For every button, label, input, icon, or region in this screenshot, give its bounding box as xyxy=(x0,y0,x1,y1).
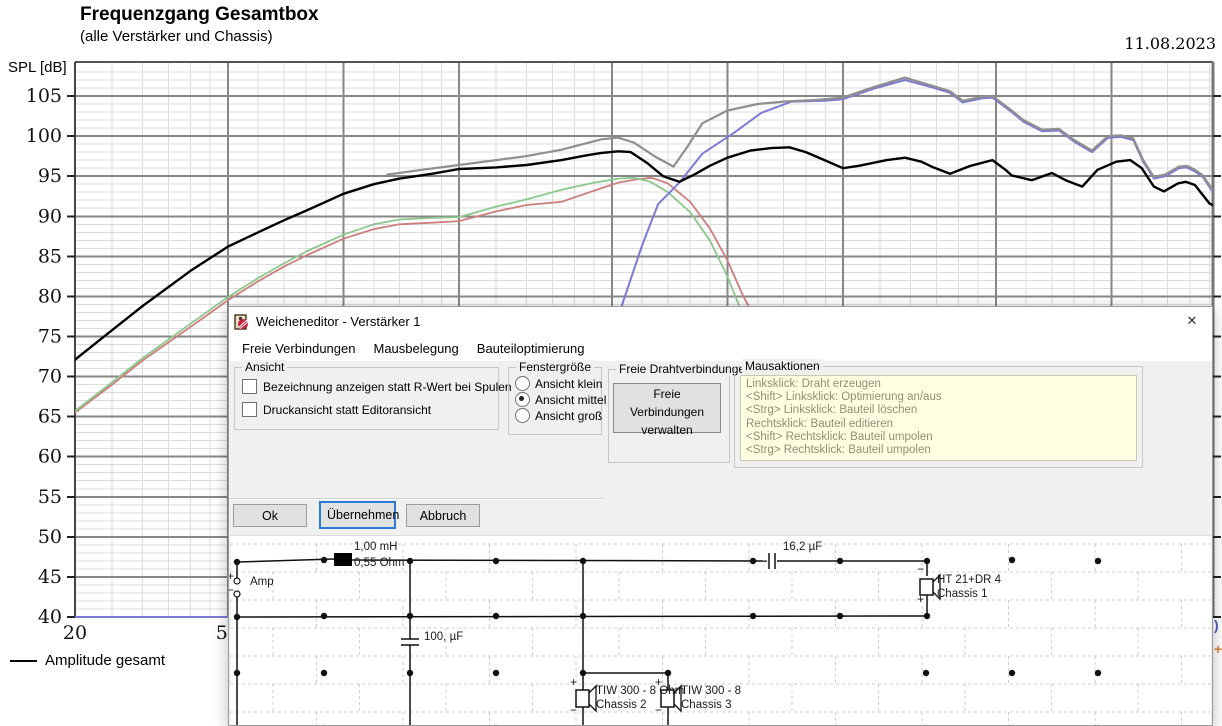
close-icon[interactable]: ✕ xyxy=(1186,313,1198,328)
amp-plus-sign: + xyxy=(229,569,234,583)
radio-circle[interactable] xyxy=(515,392,530,407)
crossover-editor-canvas[interactable]: + − Amp 1,00 mH 0,55 Ohm 100, µF 16,2 µF… xyxy=(229,535,1211,725)
abbruch-button[interactable]: Abbruch xyxy=(406,504,480,527)
tweeter-chassis-label: Chassis 1 xyxy=(937,588,988,600)
mausaktionen-list: Linksklick: Draht erzeugen <Shift> Links… xyxy=(740,375,1137,461)
woofer2-name-label: TIW 300 - 8 xyxy=(681,685,742,697)
amp-label: Amp xyxy=(250,576,274,588)
svg-text:45: 45 xyxy=(38,566,62,588)
chart-subtitle: (alle Verstärker und Chassis) xyxy=(80,28,273,45)
svg-text:65: 65 xyxy=(38,406,62,428)
svg-text:55: 55 xyxy=(38,486,62,508)
series-capacitor-label: 16,2 µF xyxy=(783,541,823,553)
dialog-titlebar[interactable]: Weicheneditor - Verstärker 1 ✕ xyxy=(229,307,1212,336)
woofer2-chassis-label: Chassis 3 xyxy=(681,699,732,711)
radio-circle[interactable] xyxy=(515,376,530,391)
menu-bauteiloptimierung[interactable]: Bauteiloptimierung xyxy=(476,341,585,356)
legend-line-swatch xyxy=(10,659,37,662)
svg-text:95: 95 xyxy=(38,165,62,187)
chart-date: 11.08.2023 xyxy=(1124,34,1216,53)
svg-text:85: 85 xyxy=(38,245,62,267)
group-freie-drahtverbindungen: Freie Drahtverbindunge Freie Verbindunge… xyxy=(608,362,749,463)
mausaktion-line: <Shift> Rechtsklick: Bauteil umpolen xyxy=(746,430,933,443)
tweeter-minus-sign: − xyxy=(917,562,925,576)
dialog-title: Weicheneditor - Verstärker 1 xyxy=(256,314,421,329)
woofer1-plus-sign: + xyxy=(570,675,578,689)
radio-ansicht-mittel[interactable]: Ansicht mittel xyxy=(515,392,606,407)
checkbox-box[interactable] xyxy=(242,379,257,394)
svg-text:60: 60 xyxy=(38,446,62,468)
group-ansicht-label: Ansicht xyxy=(242,360,288,374)
separator xyxy=(229,498,603,500)
group-freie-label: Freie Drahtverbindunge xyxy=(616,362,749,376)
curve-Amplitude gesamt xyxy=(75,146,1213,361)
group-mausaktionen-label: Mausaktionen xyxy=(742,359,823,373)
woofer1-minus-sign: − xyxy=(570,703,578,717)
mausaktion-line: <Shift> Linksklick: Optimierung an/aus xyxy=(746,391,942,404)
amp-minus-sign: − xyxy=(229,583,234,597)
curve-green xyxy=(75,176,742,412)
radio-ansicht-gross[interactable]: Ansicht groß xyxy=(515,408,602,423)
svg-text:40: 40 xyxy=(38,606,62,628)
checkbox-druckansicht[interactable]: Druckansicht statt Editoransicht xyxy=(242,402,431,417)
clipped-right-text: + xyxy=(1214,641,1222,657)
svg-text:105: 105 xyxy=(26,85,62,107)
svg-text:75: 75 xyxy=(38,325,62,347)
freie-verbindungen-verwalten-button[interactable]: Freie Verbindungen verwalten xyxy=(613,383,721,437)
radio-circle[interactable] xyxy=(515,408,530,423)
y-axis-label: SPL [dB] xyxy=(8,59,67,76)
dialog-body: Ansicht Bezeichnung anzeigen statt R-Wer… xyxy=(229,359,1212,725)
checkbox-label: Druckansicht statt Editoransicht xyxy=(263,402,432,417)
menu-freie-verbindungen[interactable]: Freie Verbindungen xyxy=(242,341,356,356)
svg-text:90: 90 xyxy=(38,205,62,227)
mausaktion-line: Linksklick: Draht erzeugen xyxy=(746,378,881,390)
mausaktion-line: <Strg> Rechtsklick: Bauteil umpolen xyxy=(746,444,931,457)
clipped-right-text: ) xyxy=(1214,617,1219,633)
inductor-resistance-label: 0,55 Ohm xyxy=(354,557,405,569)
radio-ansicht-klein[interactable]: Ansicht klein xyxy=(515,376,602,391)
mausaktion-line: Rechtsklick: Bauteil editieren xyxy=(746,417,894,430)
weicheneditor-dialog: Weicheneditor - Verstärker 1 ✕ Freie Ver… xyxy=(228,306,1213,726)
radio-label: Ansicht klein xyxy=(535,376,603,391)
group-ansicht: Ansicht Bezeichnung anzeigen statt R-Wer… xyxy=(234,360,512,430)
svg-text:20: 20 xyxy=(63,622,87,644)
chart-legend: Amplitude gesamt xyxy=(10,652,165,669)
curve-red xyxy=(75,176,754,414)
tweeter-plus-sign: + xyxy=(917,592,925,606)
checkbox-bezeichnung[interactable]: Bezeichnung anzeigen statt R-Wert bei Sp… xyxy=(242,379,512,394)
legend-label: Amplitude gesamt xyxy=(45,652,166,669)
group-mausaktionen: Mausaktionen Linksklick: Draht erzeugen … xyxy=(734,359,1143,468)
tweeter-name-label: HT 21+DR 4 xyxy=(937,574,1002,586)
curve-blue xyxy=(75,79,1213,618)
group-fenstergroesse-label: Fenstergröße xyxy=(516,360,595,374)
crossover-schematic xyxy=(230,543,1211,725)
woofer1-chassis-label: Chassis 2 xyxy=(596,699,647,711)
svg-text:100: 100 xyxy=(26,125,62,147)
radio-label: Ansicht groß xyxy=(535,408,603,423)
woofer2-plus-sign: + xyxy=(655,675,663,689)
svg-text:80: 80 xyxy=(38,285,62,307)
radio-label: Ansicht mittel xyxy=(535,392,607,407)
dialog-menubar: Freie Verbindungen Mausbelegung Bauteilo… xyxy=(229,336,1212,361)
checkbox-box[interactable] xyxy=(242,402,257,417)
mausaktion-line: <Strg> Linksklick: Bauteil löschen xyxy=(746,404,918,417)
shunt-capacitor-label: 100, µF xyxy=(424,631,464,643)
svg-text:70: 70 xyxy=(38,366,62,388)
ok-button[interactable]: Ok xyxy=(233,504,307,527)
checkbox-label: Bezeichnung anzeigen statt R-Wert bei Sp… xyxy=(263,379,512,394)
curve-gray xyxy=(386,76,1213,193)
group-fenstergroesse: Fenstergröße Ansicht klein Ansicht mitte… xyxy=(508,360,606,435)
uebernehmen-button[interactable]: Übernehmen xyxy=(319,501,399,529)
woofer1-name-label: TIW 300 - 8 Ohm xyxy=(596,685,685,697)
woofer2-minus-sign: − xyxy=(655,703,663,717)
speaker-app-icon xyxy=(234,313,249,330)
page-title: Frequenzgang Gesamtbox xyxy=(80,4,319,25)
inductor-value-label: 1,00 mH xyxy=(354,541,398,553)
svg-text:50: 50 xyxy=(38,526,62,548)
menu-mausbelegung[interactable]: Mausbelegung xyxy=(373,341,459,356)
